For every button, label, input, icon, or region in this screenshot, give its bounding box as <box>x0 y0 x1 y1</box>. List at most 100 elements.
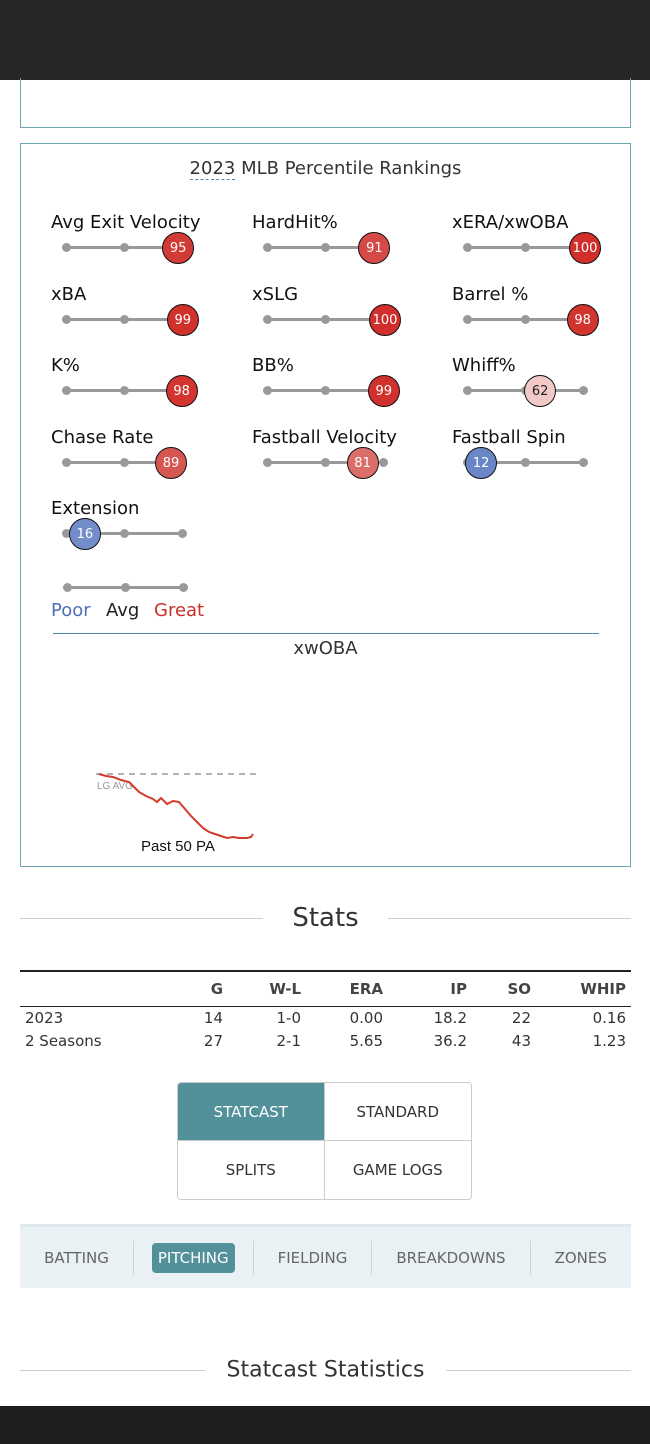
track-dot-high <box>579 386 588 395</box>
metric-label: Barrel % <box>452 284 529 305</box>
top-status-bar <box>0 0 650 80</box>
cell-g: 27 <box>203 1031 223 1050</box>
percentile-bubble: 16 <box>68 518 101 550</box>
metric-label: Fastball Velocity <box>252 427 397 448</box>
stats-header-row: G W-L ERA IP SO WHIP <box>20 971 631 1006</box>
tab-breakdowns[interactable]: BREAKDOWNS <box>372 1240 531 1275</box>
percentile-metric: xBA 99 <box>51 284 231 344</box>
cell-whip: 1.23 <box>592 1031 626 1050</box>
cell-ip: 18.2 <box>433 1008 467 1027</box>
tab-batting[interactable]: BATTING <box>20 1240 134 1275</box>
legend-dot-great <box>179 583 188 592</box>
cell-g: 14 <box>203 1008 223 1027</box>
percentile-metric: xSLG 100 <box>252 284 432 344</box>
percentile-metric: Barrel % 98 <box>452 284 632 344</box>
splits-button[interactable]: SPLITS <box>178 1141 325 1199</box>
percentile-bubble: 91 <box>358 232 391 264</box>
percentile-bubble: 12 <box>465 447 498 479</box>
legend-avg: Avg <box>106 600 140 621</box>
col-header-wl: W-L <box>269 979 301 998</box>
game-logs-button[interactable]: GAME LOGS <box>324 1141 471 1199</box>
track-dot-mid <box>120 315 129 324</box>
divider <box>53 633 599 634</box>
cell-era: 0.00 <box>349 1008 383 1027</box>
standard-button[interactable]: STANDARD <box>324 1083 471 1141</box>
category-tab-bar: BATTING PITCHING FIELDING BREAKDOWNS ZON… <box>20 1224 631 1288</box>
track-dot-mid <box>120 458 129 467</box>
percentile-metric: K% 98 <box>51 355 231 415</box>
bottom-nav-bar <box>0 1406 650 1444</box>
percentile-metric: HardHit% 91 <box>252 212 432 272</box>
legend-dot-avg <box>121 583 130 592</box>
track-dot-low <box>62 315 71 324</box>
stat-type-button-group: STATCAST STANDARD SPLITS GAME LOGS <box>177 1082 472 1200</box>
cell-whip: 0.16 <box>592 1008 626 1027</box>
percentile-metric: Chase Rate 89 <box>51 427 231 487</box>
metric-label: Extension <box>51 498 140 519</box>
cell-so: 43 <box>511 1031 531 1050</box>
track-dot-mid <box>321 386 330 395</box>
cell-wl: 1-0 <box>276 1008 302 1027</box>
metric-label: xBA <box>51 284 87 305</box>
metric-label: xSLG <box>252 284 299 305</box>
cell-wl: 2-1 <box>276 1031 302 1050</box>
track-dot-high <box>379 458 388 467</box>
xwoba-sparkline: LG AVG <box>96 773 256 840</box>
percentile-rankings-card: 2023 MLB Percentile Rankings Avg Exit Ve… <box>20 143 631 867</box>
track-dot-low <box>263 458 272 467</box>
xwoba-trend-line <box>98 773 254 840</box>
percentile-metric: Fastball Spin 12 <box>452 427 632 487</box>
percentile-title: 2023 MLB Percentile Rankings <box>189 158 462 180</box>
track-dot-mid <box>321 458 330 467</box>
past-50-pa-label: Past 50 PA <box>141 838 215 855</box>
metric-label: xERA/xwOBA <box>452 212 569 233</box>
tab-zones[interactable]: ZONES <box>554 1248 607 1267</box>
col-header-g: G <box>210 979 223 998</box>
metric-label: Fastball Spin <box>452 427 566 448</box>
metric-label: Chase Rate <box>51 427 154 448</box>
cell-ip: 36.2 <box>433 1031 467 1050</box>
xwoba-title: xwOBA <box>293 638 358 659</box>
tab-pitching[interactable]: PITCHING <box>134 1240 254 1275</box>
metric-label: Avg Exit Velocity <box>51 212 201 233</box>
col-header-label <box>20 971 180 1006</box>
col-header-whip: WHIP <box>580 979 626 998</box>
track-dot-low <box>463 315 472 324</box>
percentile-metric: xERA/xwOBA 100 <box>452 212 632 272</box>
percentile-bubble: 89 <box>155 447 188 479</box>
legend-great: Great <box>154 600 205 621</box>
track-dot-low <box>62 529 71 538</box>
percentile-metric: Extension 16 <box>51 498 231 558</box>
table-row: 2023 14 1-0 0.00 18.2 22 0.16 <box>20 1006 631 1029</box>
percentile-metric: Whiff% 62 <box>452 355 632 415</box>
metric-label: BB% <box>252 355 294 376</box>
tab-fielding[interactable]: FIELDING <box>254 1240 373 1275</box>
col-header-ip: IP <box>450 979 467 998</box>
percentile-bubble: 95 <box>162 232 195 264</box>
statcast-statistics-heading: Statcast Statistics <box>20 1350 631 1390</box>
percentile-metric: Fastball Velocity 81 <box>252 427 432 487</box>
previous-card-bottom <box>20 78 631 128</box>
percentile-metric: BB% 99 <box>252 355 432 415</box>
legend-poor: Poor <box>51 600 91 621</box>
track-dot-low <box>263 243 272 252</box>
metric-label: K% <box>51 355 80 376</box>
track-dot-mid <box>120 529 129 538</box>
track-dot-mid <box>120 386 129 395</box>
track-dot-low <box>62 243 71 252</box>
track-dot-mid <box>521 458 530 467</box>
statcast-button[interactable]: STATCAST <box>178 1083 325 1141</box>
percentile-bubble: 100 <box>369 304 401 336</box>
track-dot-mid <box>120 243 129 252</box>
stats-table: G W-L ERA IP SO WHIP 2023 14 1-0 0.00 18… <box>20 970 631 1052</box>
track-dot-low <box>463 243 472 252</box>
track-dot-mid <box>521 243 530 252</box>
track-dot-low <box>62 458 71 467</box>
track-dot-high <box>178 529 187 538</box>
row-label: 2023 <box>25 1008 64 1027</box>
percentile-year-link[interactable]: 2023 <box>189 158 236 180</box>
track-dot-mid <box>321 243 330 252</box>
track-dot-low <box>263 386 272 395</box>
percentile-bubble: 62 <box>524 375 557 407</box>
table-row: 2 Seasons 27 2-1 5.65 36.2 43 1.23 <box>20 1029 631 1052</box>
